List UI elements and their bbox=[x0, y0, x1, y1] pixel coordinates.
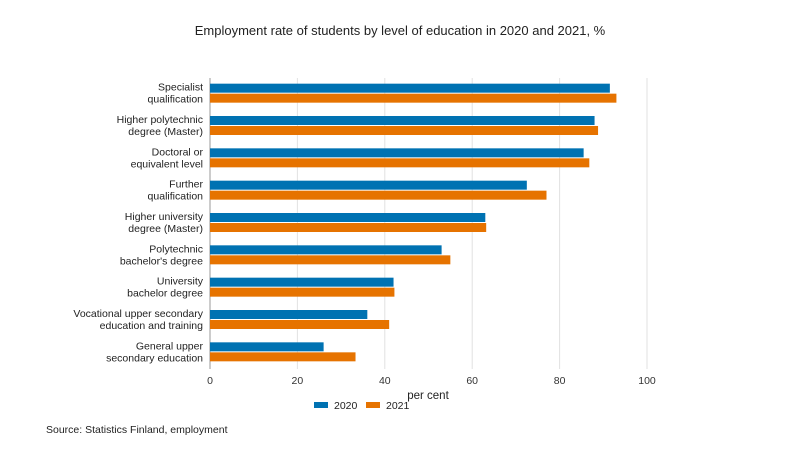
category-label-line: Further bbox=[169, 179, 203, 191]
x-tick-label: 0 bbox=[207, 375, 213, 387]
category-label: General upper secondary education bbox=[106, 340, 203, 364]
legend-swatch-2020 bbox=[314, 402, 328, 408]
bar-2020-7 bbox=[210, 310, 368, 319]
category-label-line: Polytechnic bbox=[149, 243, 203, 255]
category-label-line: degree (Master) bbox=[128, 223, 203, 235]
category-label: Higher university degree (Master) bbox=[125, 211, 204, 235]
category-label-line: General upper bbox=[136, 340, 204, 352]
category-label: Further qualification bbox=[148, 179, 204, 203]
bar-2021-2 bbox=[210, 158, 590, 168]
bar-2020-3 bbox=[210, 180, 527, 190]
chart-title: Employment rate of students by level of … bbox=[194, 23, 606, 38]
x-tick-label: 80 bbox=[554, 375, 566, 387]
x-tick-label: 40 bbox=[379, 375, 391, 387]
category-label: University bachelor degree bbox=[127, 276, 204, 300]
x-axis-title: per cent bbox=[407, 390, 449, 402]
bar-2021-3 bbox=[210, 190, 547, 200]
x-tick-label: 20 bbox=[292, 375, 304, 387]
category-label: Polytechnic bachelor's degree bbox=[120, 243, 203, 267]
bar-2021-7 bbox=[210, 320, 390, 329]
category-label-line: Vocational upper secondary bbox=[73, 308, 203, 320]
bar-2020-5 bbox=[210, 245, 442, 255]
bar-2021-4 bbox=[210, 223, 487, 232]
legend-swatch-2021 bbox=[366, 402, 380, 408]
category-label: Vocational upper secondary education and … bbox=[73, 308, 203, 332]
category-label-line: Specialist bbox=[158, 82, 203, 94]
bar-2020-8 bbox=[210, 342, 324, 352]
bar-2020-1 bbox=[210, 116, 595, 125]
category-label: Higher polytechnic degree (Master) bbox=[117, 114, 203, 138]
bar-2020-0 bbox=[210, 83, 610, 93]
category-label-line: equivalent level bbox=[131, 158, 203, 170]
bar-2021-5 bbox=[210, 255, 451, 265]
legend-label-2021: 2021 bbox=[386, 400, 410, 412]
bar-2020-6 bbox=[210, 277, 394, 287]
category-label-line: qualification bbox=[148, 191, 204, 203]
bar-2020-2 bbox=[210, 148, 584, 158]
x-tick-label: 100 bbox=[638, 375, 656, 387]
bar-2020-4 bbox=[210, 213, 486, 222]
category-label-line: Doctoral or bbox=[152, 146, 204, 158]
bar-2021-6 bbox=[210, 287, 395, 297]
category-label-line: bachelor's degree bbox=[120, 255, 203, 267]
bar-2021-1 bbox=[210, 126, 599, 135]
category-label-line: University bbox=[157, 276, 204, 288]
category-label-line: qualification bbox=[148, 94, 204, 106]
category-label-line: degree (Master) bbox=[128, 126, 203, 138]
bar-2021-0 bbox=[210, 93, 617, 103]
category-label-line: bachelor degree bbox=[127, 288, 203, 300]
category-label-line: secondary education bbox=[106, 352, 203, 364]
category-label-line: Higher polytechnic bbox=[117, 114, 203, 126]
x-tick-label: 60 bbox=[466, 375, 478, 387]
category-label: Specialist qualification bbox=[148, 82, 204, 106]
category-label-line: education and training bbox=[100, 320, 203, 332]
category-label: Doctoral or equivalent level bbox=[131, 146, 204, 170]
source-note: Source: Statistics Finland, employment bbox=[46, 424, 228, 436]
bar-2021-8 bbox=[210, 352, 356, 362]
category-label-line: Higher university bbox=[125, 211, 204, 223]
legend-label-2020: 2020 bbox=[334, 400, 358, 412]
